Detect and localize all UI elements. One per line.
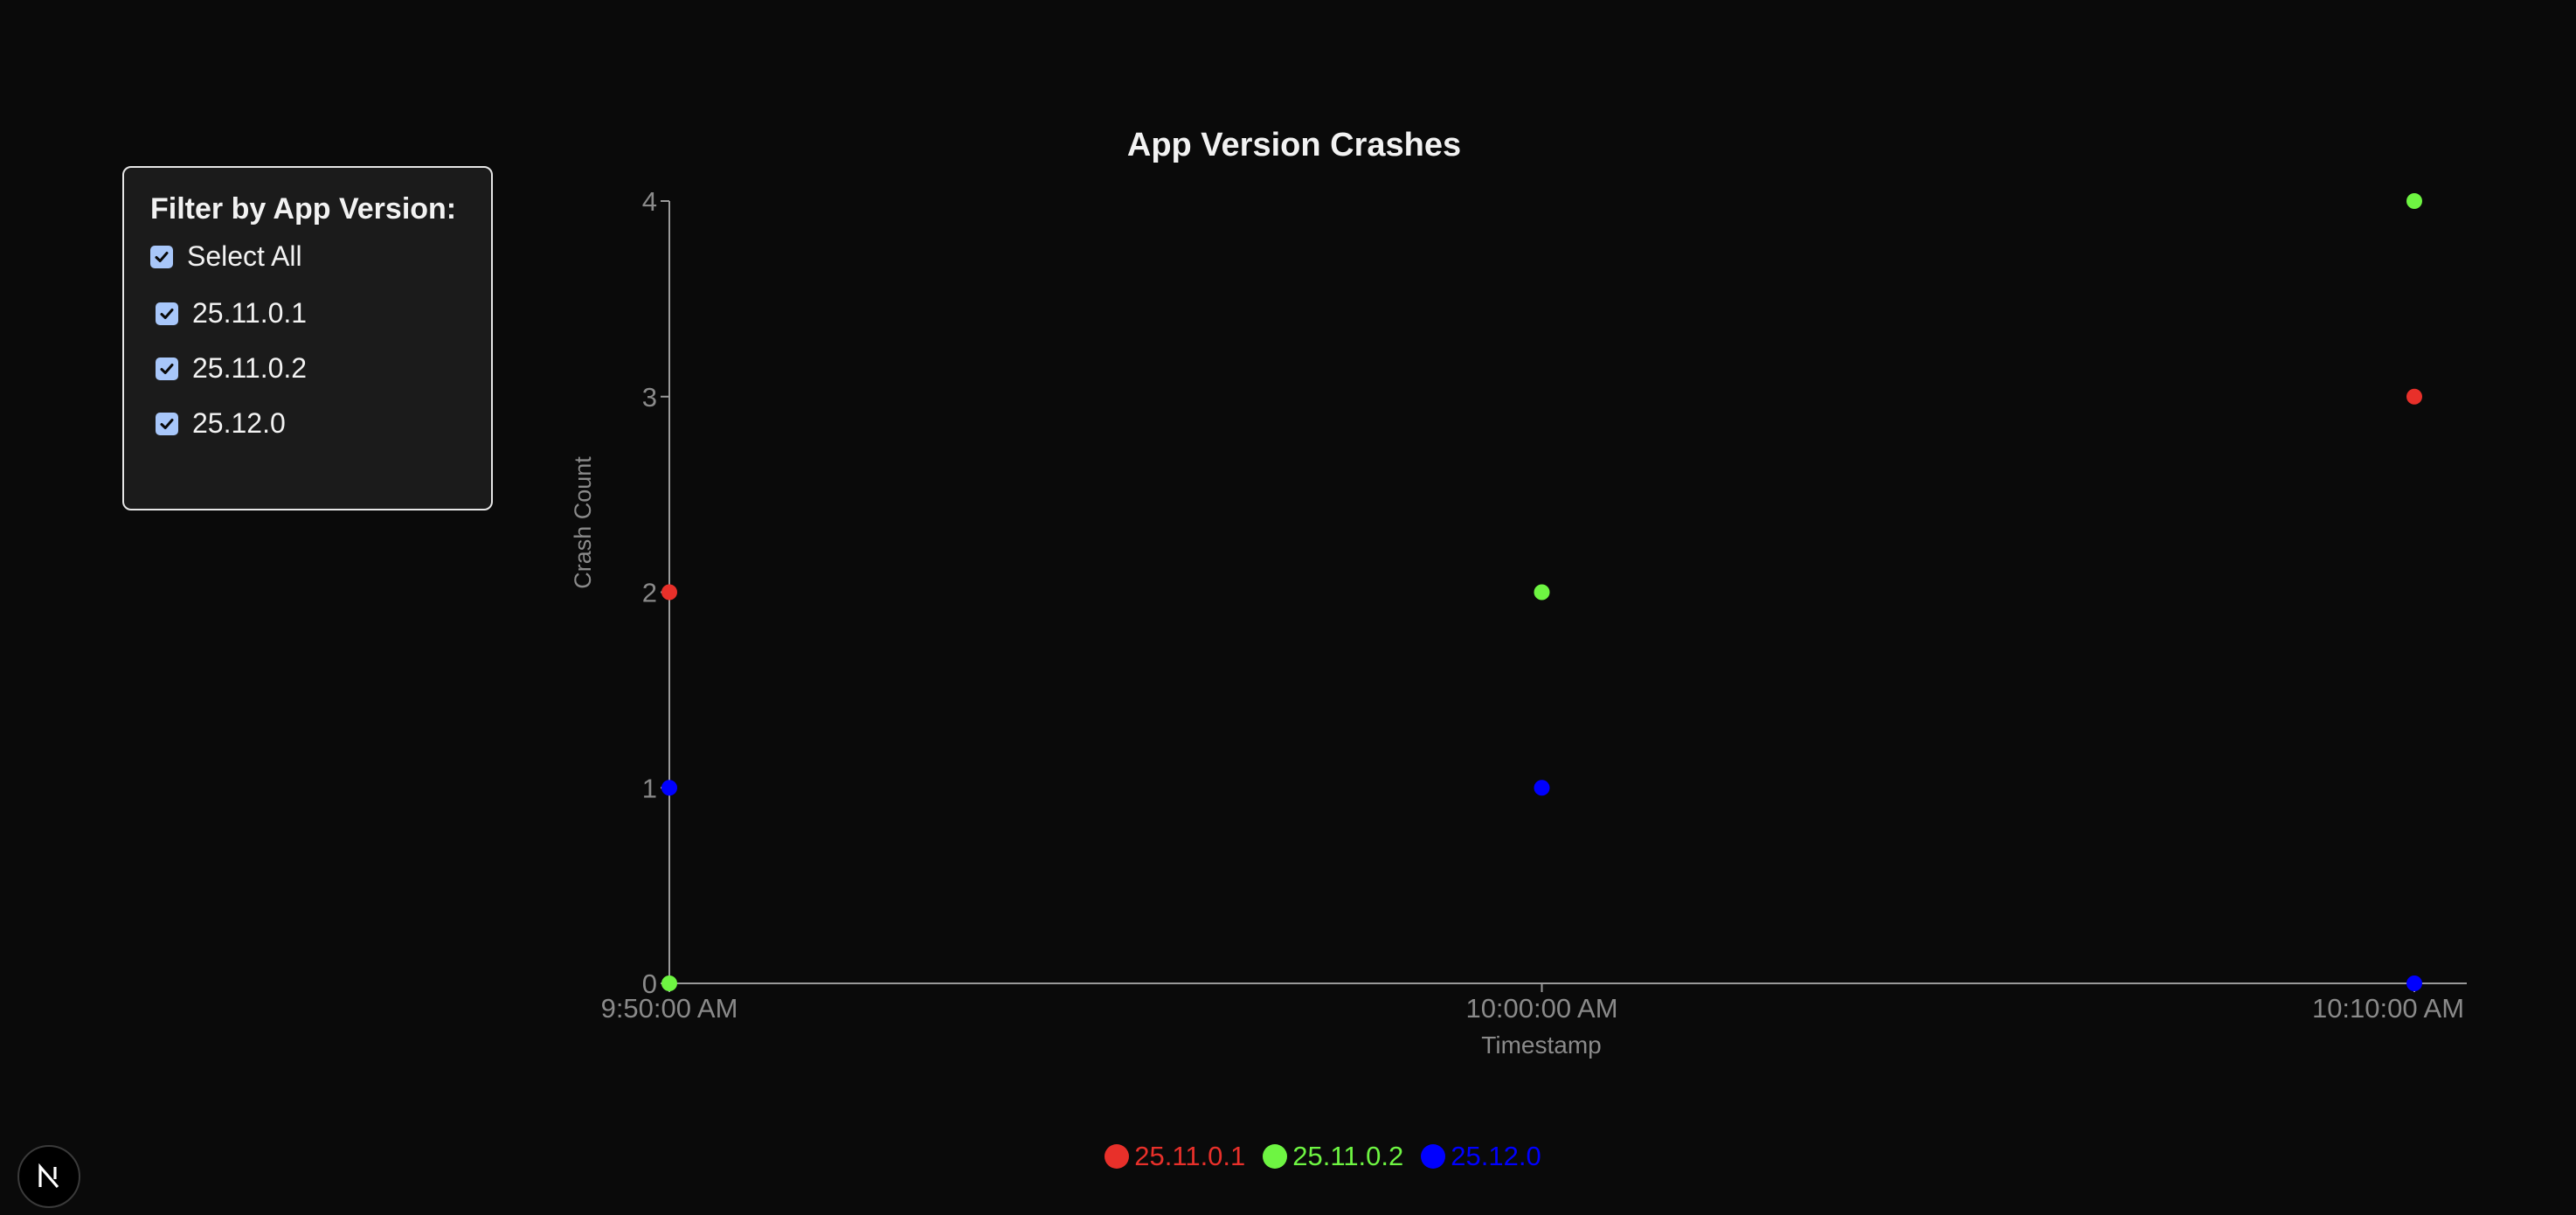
version-checkbox-25-11-0-1[interactable]: 25.11.0.1 (156, 297, 465, 330)
x-tick-label: 10:00:00 AM (1465, 993, 1617, 1024)
select-all-label[interactable]: Select All (187, 240, 302, 272)
data-point[interactable] (1534, 584, 1550, 601)
y-tick-label: 4 (642, 186, 657, 217)
next-logo-icon (38, 1163, 59, 1189)
version-label[interactable]: 25.11.0.2 (192, 352, 308, 384)
next-logo-button[interactable] (17, 1145, 80, 1208)
legend-swatch (1104, 1144, 1130, 1169)
x-axis-label: Timestamp (1481, 1031, 1601, 1059)
y-tick-label: 0 (642, 969, 657, 999)
data-point[interactable] (661, 584, 677, 601)
chart-points (661, 193, 2422, 991)
data-point[interactable] (2406, 975, 2422, 991)
data-point[interactable] (661, 975, 677, 991)
chart-title: App Version Crashes (1127, 127, 1461, 163)
data-point[interactable] (2406, 193, 2422, 209)
y-tick-label: 1 (642, 773, 657, 803)
chart-ticks: 0 1 2 3 4 9:50:00 AM 10:00:00 AM 10:10:00 AM (601, 186, 2464, 1024)
checkbox-checked-icon[interactable] (150, 245, 173, 268)
legend-label: 25.12.0 (1451, 1141, 1541, 1171)
checkbox-checked-icon[interactable] (156, 412, 178, 435)
y-tick-label: 2 (642, 578, 657, 608)
select-all-checkbox[interactable]: Select All (150, 240, 465, 273)
filter-panel: Filter by App Version: Select All 25.11.… (122, 166, 493, 510)
legend-label: 25.11.0.2 (1292, 1141, 1404, 1171)
legend-label: 25.11.0.1 (1134, 1141, 1246, 1171)
y-tick-label: 3 (642, 382, 657, 413)
checkbox-checked-icon[interactable] (156, 302, 178, 325)
data-point[interactable] (1534, 780, 1550, 796)
x-tick-label: 9:50:00 AM (601, 993, 738, 1024)
legend-item[interactable]: 25.12.0 (1421, 1141, 1541, 1172)
y-axis-label: Crash Count (570, 456, 596, 589)
legend-swatch (1263, 1144, 1288, 1169)
legend-item[interactable]: 25.11.0.1 (1104, 1141, 1245, 1172)
legend-swatch (1421, 1144, 1446, 1169)
x-tick-label: 10:10:00 AM (2312, 993, 2464, 1024)
version-checkbox-25-11-0-2[interactable]: 25.11.0.2 (156, 352, 465, 385)
version-label[interactable]: 25.11.0.1 (192, 297, 308, 329)
checkbox-checked-icon[interactable] (156, 357, 178, 380)
version-checkbox-25-12-0[interactable]: 25.12.0 (156, 407, 465, 440)
filter-title: Filter by App Version: (150, 192, 457, 226)
chart-axes (668, 201, 2467, 984)
chart-legend: 25.11.0.1 25.11.0.2 25.12.0 (35, 1141, 2576, 1172)
crash-scatter-chart: App Version Crashes Crash Count Timestam… (570, 127, 2467, 1059)
version-label[interactable]: 25.12.0 (192, 407, 286, 439)
legend-item[interactable]: 25.11.0.2 (1263, 1141, 1403, 1172)
data-point[interactable] (2406, 388, 2422, 405)
data-point[interactable] (661, 780, 677, 796)
